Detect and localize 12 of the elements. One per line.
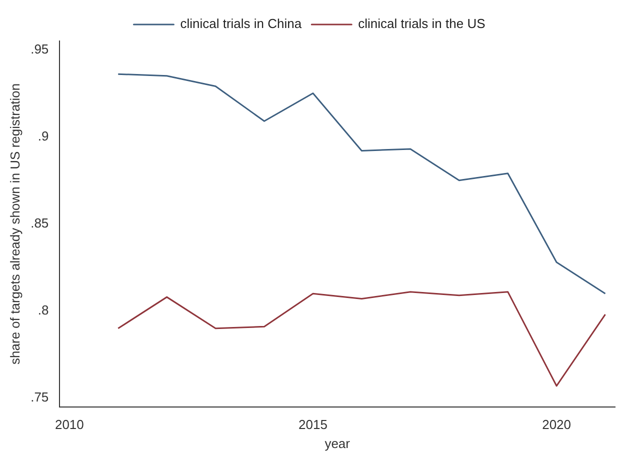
y-tick-label: .8: [38, 302, 49, 318]
x-axis-title: year: [324, 436, 351, 451]
legend-label: clinical trials in China: [180, 16, 302, 32]
y-tick-label: .85: [30, 215, 49, 230]
x-tick-label: 2020: [542, 417, 572, 432]
x-tick-label: 2015: [298, 417, 328, 432]
x-tick-label: 2010: [54, 417, 84, 432]
y-tick-label: .9: [38, 128, 49, 144]
y-tick-label: .75: [30, 390, 49, 405]
y-axis-title: share of targets already shown in US registration: [7, 83, 22, 364]
legend-label: clinical trials in the US: [358, 16, 486, 32]
y-tick-label: .95: [30, 41, 49, 56]
